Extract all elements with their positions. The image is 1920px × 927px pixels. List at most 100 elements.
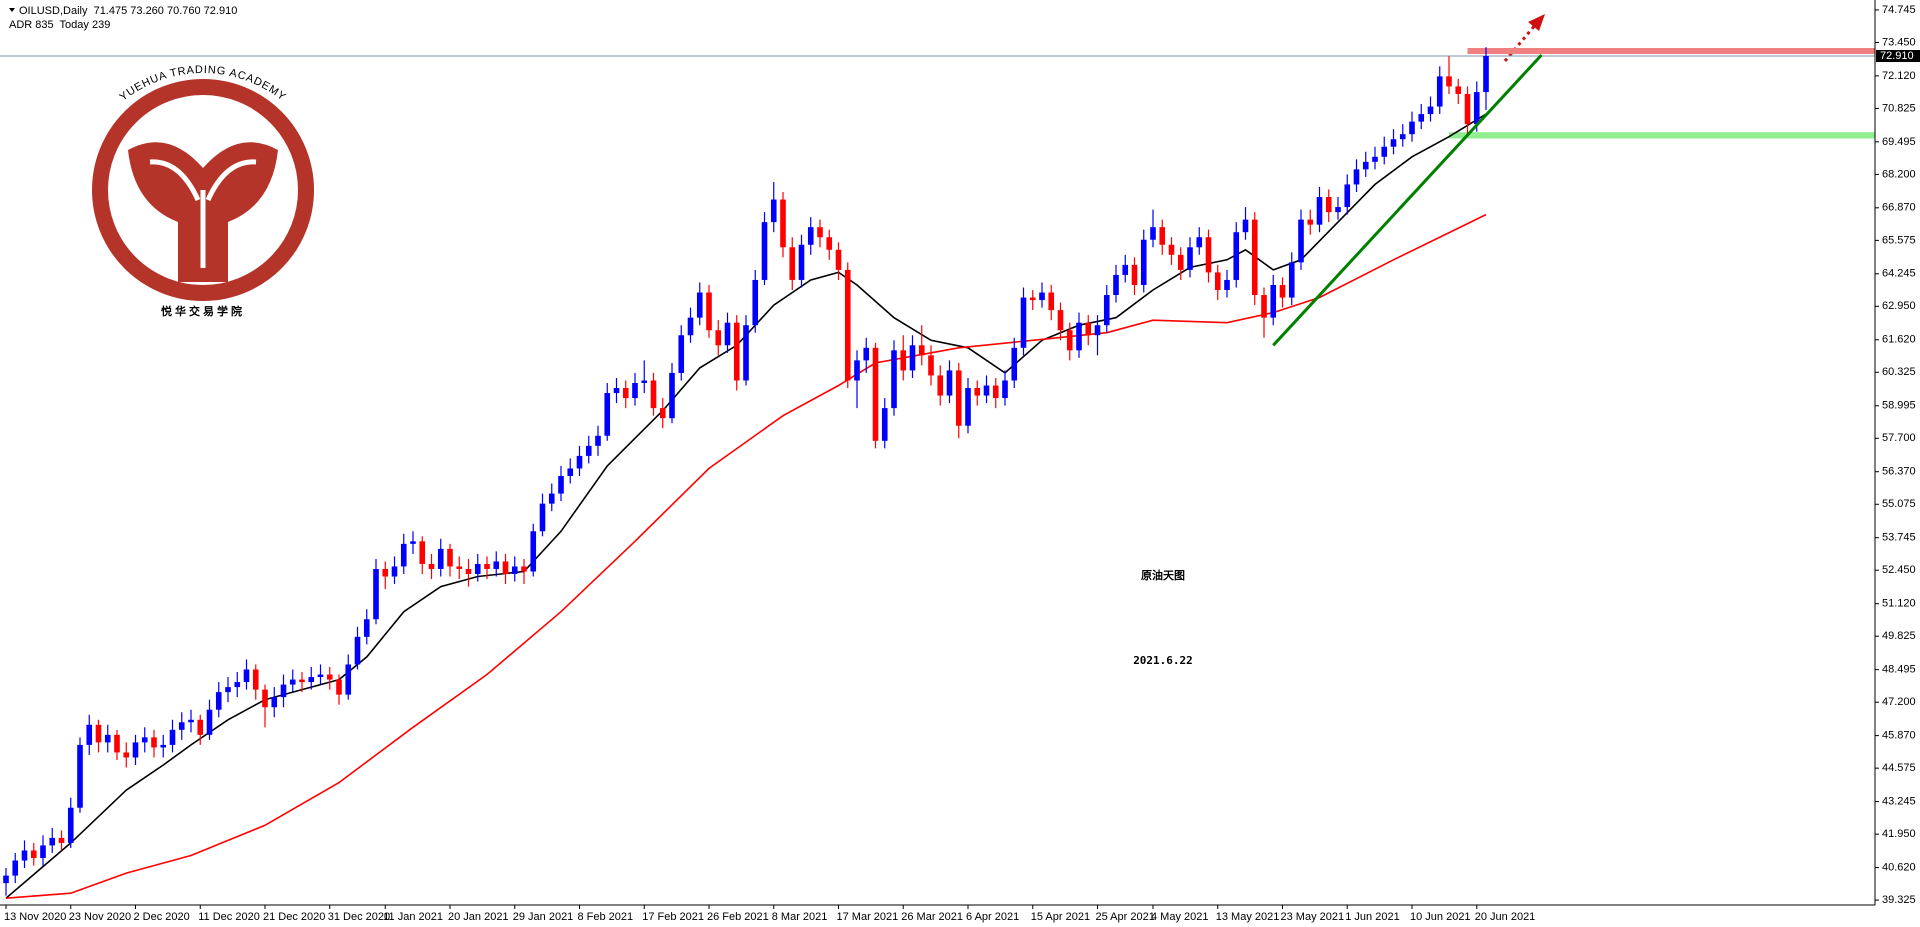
x-tick-label: 10 Jun 2021 — [1410, 911, 1471, 923]
candle-body — [798, 244, 805, 280]
candle-body — [1251, 219, 1258, 296]
candle-body — [641, 380, 648, 383]
candle-body — [539, 503, 546, 532]
symbol-marker — [9, 8, 15, 12]
y-tick-label: 52.450 — [1882, 564, 1916, 576]
candle-body — [1399, 134, 1406, 140]
candle-body — [576, 455, 583, 469]
x-tick-label: 20 Jun 2021 — [1475, 911, 1536, 923]
candle-body — [1094, 325, 1101, 336]
y-tick-label: 56.370 — [1882, 466, 1916, 478]
candle-body — [1187, 247, 1193, 270]
y-tick-label: 60.325 — [1882, 366, 1916, 378]
candle-body — [1122, 264, 1129, 275]
candle-body — [1288, 262, 1295, 298]
candle-body — [1011, 347, 1018, 381]
candle-body — [1464, 93, 1471, 125]
current-price-box — [1876, 50, 1920, 63]
candle-body — [854, 360, 860, 381]
chart-title: OILUSD,Daily 71.475 73.260 70.760 72.910 — [19, 5, 237, 17]
zone — [1467, 47, 1875, 55]
candle-body — [1344, 184, 1351, 208]
y-tick-label: 48.495 — [1882, 664, 1916, 676]
candle-body — [1140, 239, 1147, 285]
candle-body — [160, 744, 167, 748]
candle-body — [844, 269, 851, 381]
zone — [1449, 132, 1875, 139]
candle-body — [225, 687, 231, 693]
candle-body — [1270, 284, 1277, 318]
x-tick-label: 8 Feb 2021 — [578, 911, 634, 923]
candle-body — [1159, 227, 1166, 245]
candle-body — [807, 227, 814, 245]
candle-body — [937, 375, 944, 396]
candle-body — [86, 724, 93, 745]
candle-body — [67, 807, 74, 843]
candle-body — [567, 468, 574, 476]
candle-body — [1076, 322, 1082, 351]
y-tick-label: 51.120 — [1882, 598, 1916, 610]
y-tick-label: 49.825 — [1882, 630, 1916, 642]
candle-body — [521, 566, 527, 572]
logo-text-cn: 悦华交易学院 — [161, 304, 245, 318]
x-tick-label: 15 Apr 2021 — [1031, 911, 1090, 923]
candle-body — [1298, 219, 1304, 263]
y-tick-label: 69.495 — [1882, 136, 1916, 148]
candle-body — [141, 737, 148, 743]
candle-body — [548, 493, 555, 504]
candle-body — [1205, 237, 1212, 273]
candle-body — [114, 734, 120, 753]
candle-body — [1131, 264, 1138, 285]
candle-body — [1362, 161, 1369, 170]
candle-body — [77, 744, 83, 808]
candle-body — [696, 292, 703, 318]
y-tick-label: 74.745 — [1882, 4, 1916, 16]
x-tick-label: 6 Apr 2021 — [966, 911, 1019, 923]
candle-body — [1150, 227, 1156, 240]
candle-body — [428, 563, 435, 569]
candle-body — [1372, 156, 1378, 162]
candle-body — [1436, 76, 1443, 107]
candle-body — [530, 531, 537, 572]
candle-body — [493, 561, 500, 569]
x-tick-label: 26 Feb 2021 — [707, 911, 769, 923]
moving-average — [5, 213, 1487, 899]
candle-body — [613, 388, 620, 394]
candle-body — [909, 345, 916, 371]
candle-body — [1103, 295, 1110, 326]
candle-body — [974, 388, 981, 396]
candle-body — [1353, 169, 1360, 185]
x-tick-label: 11 Jan 2021 — [383, 911, 443, 923]
candle-body — [132, 742, 139, 758]
candle-body — [1085, 322, 1092, 336]
candle-body — [733, 322, 740, 381]
candle-body — [604, 393, 611, 436]
y-tick-label: 73.450 — [1882, 36, 1916, 48]
candle-body — [918, 345, 925, 356]
candle-body — [789, 247, 796, 280]
candle-body — [3, 875, 9, 884]
candle-body — [881, 408, 888, 441]
candle-body — [262, 689, 268, 708]
x-tick-label: 20 Jan 2021 — [448, 911, 509, 923]
x-tick-label: 26 Mar 2021 — [901, 911, 963, 923]
candle-body — [1483, 56, 1489, 93]
candle-body — [1057, 310, 1064, 331]
y-tick-label: 66.870 — [1882, 202, 1916, 214]
candle-body — [1168, 244, 1175, 255]
candle-body — [678, 335, 685, 373]
candle-body — [1409, 121, 1415, 135]
x-tick-label: 4 May 2021 — [1151, 911, 1208, 923]
candle-body — [622, 388, 629, 399]
y-tick-label: 44.575 — [1882, 762, 1916, 774]
candle-body — [447, 548, 453, 567]
candle-body — [58, 837, 65, 843]
candle-body — [659, 408, 666, 419]
candle-body — [1242, 219, 1249, 233]
x-tick-label: 23 Nov 2020 — [69, 911, 131, 923]
candle-body — [151, 737, 157, 748]
candle-body — [872, 347, 879, 441]
candle-body — [706, 292, 712, 331]
x-tick-label: 17 Mar 2021 — [837, 911, 899, 923]
candle-body — [206, 709, 213, 735]
